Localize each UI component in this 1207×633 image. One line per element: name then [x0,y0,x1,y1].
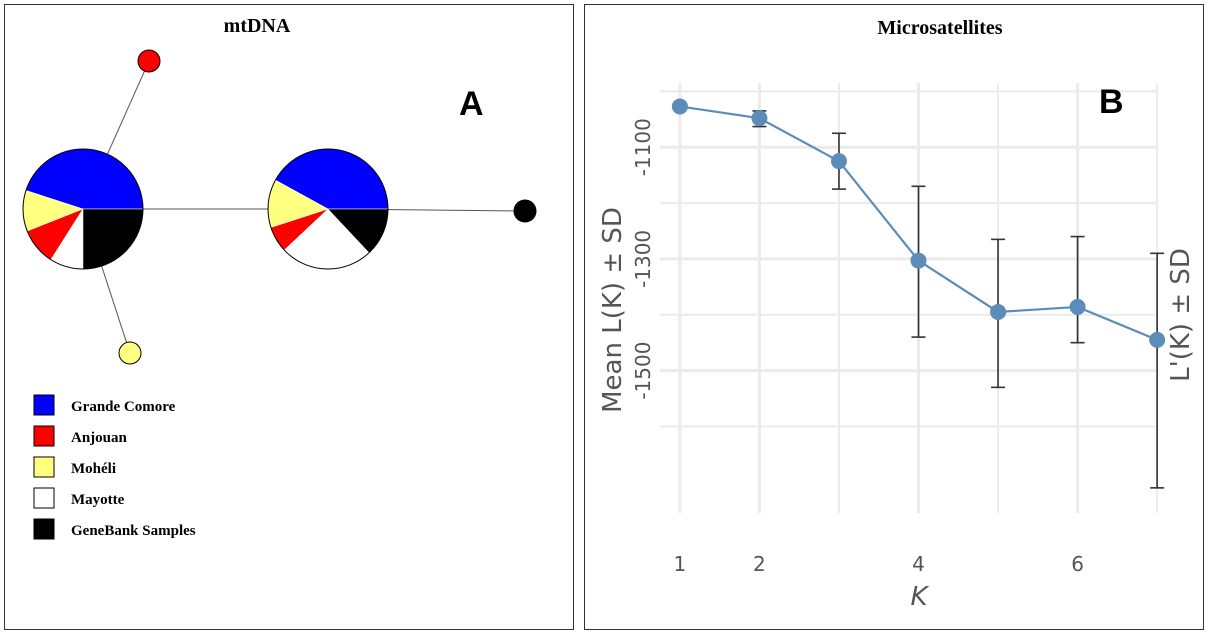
haplotype-slice [513,199,537,223]
data-point [1069,298,1086,315]
data-point [751,110,768,127]
mtdna-title: mtDNA [224,15,291,37]
haplotype-node [267,148,389,270]
legend-swatch [33,487,55,509]
population-legend: Grande Comore Anjouan Mohéli Mayotte GeneBan… [33,394,196,540]
tick-labels: 1 2 4 6 -1100 -1300 -1500 [631,118,1084,576]
haplotype-node [137,49,161,73]
haplotype-slice [118,341,142,365]
x-tick-label: 1 [674,552,687,576]
legend-swatch [33,456,55,478]
legend-label: Anjouan [71,430,128,446]
panel-letter-a: A [459,85,484,123]
y-axis-label-right: L'(K) ± SD [1166,248,1196,382]
mtdna-panel: mtDNA A Grande Comore Anjouan Mohéli Mayott… [4,4,574,630]
error-bar [1150,252,1165,489]
haplotype-outline [267,148,389,270]
legend-item: Anjouan [33,425,128,447]
legend-item: Mohéli [33,456,116,478]
legend-label: Mohéli [71,461,116,477]
legend-swatch [33,518,55,540]
legend-item: Grande Comore [33,394,176,416]
x-tick-label: 2 [753,552,766,576]
haplotype-node [22,148,144,270]
y-tick-label: -1100 [631,118,655,176]
network-nodes [22,49,537,365]
microsatellites-chart: Microsatellites 1 2 4 6-1100-1300-1500 B K … [598,17,1196,612]
data-point [1149,331,1166,348]
legend-label: GeneBank Samples [71,523,196,539]
legend-label: Mayotte [71,492,125,508]
error-bars [752,110,1165,489]
data-point [990,303,1007,320]
haplotype-slice [82,208,144,270]
x-tick-label: 4 [912,552,925,576]
legend-swatch [33,425,55,447]
legend-item: Mayotte [33,487,125,509]
haplotype-outline [22,148,144,270]
microsatellites-panel: Microsatellites 1 2 4 6 -1100 -1300 -1500 B K … [584,4,1204,630]
legend-label: Grande Comore [71,399,176,415]
haplotype-node [513,199,537,223]
data-point [671,98,688,115]
x-axis-label: K [910,582,929,612]
x-tick-label: 6 [1071,552,1084,576]
panel-letter-b: B [1099,83,1124,121]
y-axis-label: Mean L(K) ± SD [598,207,628,413]
error-bar [1070,235,1085,344]
haplotype-network: mtDNA A Grande Comore Anjouan Mohéli Mayott… [22,15,537,540]
chart-grid [660,83,1159,513]
haplotype-slice [137,49,161,73]
microsatellites-title: Microsatellites [877,17,1002,39]
haplotype-node [118,341,142,365]
data-point [910,252,927,269]
legend-swatch [33,394,55,416]
series-points [671,98,1166,348]
y-tick-label: -1500 [631,342,655,400]
legend-item: GeneBank Samples [33,518,196,540]
y-tick-label: -1300 [631,230,655,288]
data-point [830,153,847,170]
